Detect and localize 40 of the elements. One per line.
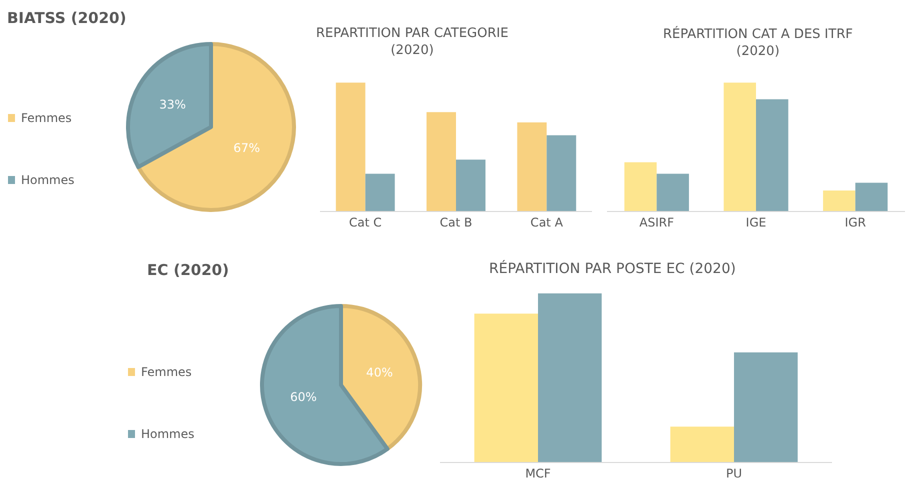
pie-slice (136, 42, 296, 212)
data-label: 67% (233, 141, 260, 156)
x-tick-label: Cat C (349, 215, 382, 230)
pie-slice (126, 42, 213, 169)
bar (734, 352, 798, 462)
bar (546, 135, 576, 211)
bar (426, 112, 456, 211)
bar (474, 314, 538, 462)
data-label: 40% (366, 365, 393, 380)
chart-title: EC (2020) (147, 261, 229, 279)
bar (456, 160, 486, 211)
legend-label: Hommes (141, 427, 194, 441)
bar (517, 122, 547, 211)
data-label: 60% (290, 390, 317, 404)
bar (756, 99, 788, 211)
chart-title: REPARTITION PAR CATEGORIE (2020) (316, 26, 508, 58)
x-tick-label: IGR (844, 215, 866, 230)
bar (538, 293, 602, 462)
pie-slice (339, 304, 422, 451)
bar (656, 174, 689, 211)
bar (855, 182, 888, 211)
bar (724, 82, 756, 211)
x-tick-label: PU (726, 466, 742, 480)
bar (336, 82, 366, 211)
bar (670, 426, 734, 462)
chart-title: RÉPARTITION CAT A DES ITRF (2020) (663, 25, 853, 59)
x-tick-label: MCF (525, 466, 551, 480)
bar (365, 174, 395, 211)
x-tick-label: ASIRF (639, 215, 674, 230)
legend-label: Femmes (141, 365, 192, 379)
chart-title: RÉPARTITION PAR POSTE EC (2020) (489, 260, 736, 277)
legend-label: Femmes (21, 111, 72, 125)
data-label: 33% (159, 97, 186, 112)
chart-title: BIATSS (2020) (7, 9, 126, 27)
legend-label: Hommes (21, 173, 74, 187)
bar (624, 162, 657, 211)
bar (823, 190, 856, 211)
x-tick-label: Cat B (440, 215, 472, 230)
x-tick-label: IGE (746, 215, 766, 230)
x-tick-label: Cat A (530, 215, 564, 230)
